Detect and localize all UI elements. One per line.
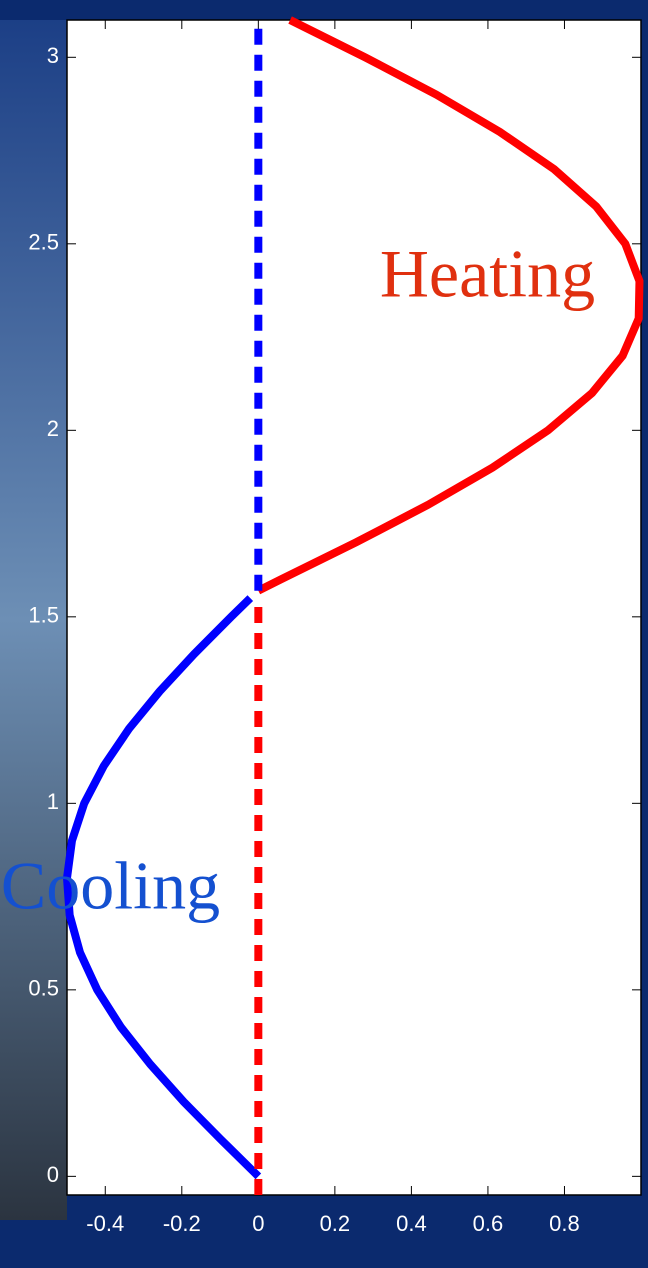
x-tick-label: 0.2	[320, 1211, 351, 1236]
x-tick-label: 0.4	[396, 1211, 427, 1236]
curve	[256, 16, 644, 595]
y-tick-label: 3	[47, 43, 59, 68]
y-tick-label: 0	[47, 1162, 59, 1187]
curve	[62, 595, 262, 1180]
y-tick-label: 2	[47, 416, 59, 441]
y-tick-label: 2.5	[28, 230, 59, 255]
x-tick-label: -0.4	[86, 1211, 124, 1236]
annotation: Heating	[380, 236, 595, 312]
y-tick-label: 1.5	[28, 603, 59, 628]
x-tick-label: -0.2	[163, 1211, 201, 1236]
y-tick-label: 0.5	[28, 976, 59, 1001]
x-tick-label: 0	[252, 1211, 264, 1236]
x-tick-label: 0.8	[549, 1211, 580, 1236]
x-tick-label: 0.6	[473, 1211, 504, 1236]
annotation: Cooling	[1, 847, 220, 923]
plot-area	[66, 19, 642, 1196]
y-tick-label: 1	[47, 789, 59, 814]
photo-strip	[0, 20, 67, 1220]
